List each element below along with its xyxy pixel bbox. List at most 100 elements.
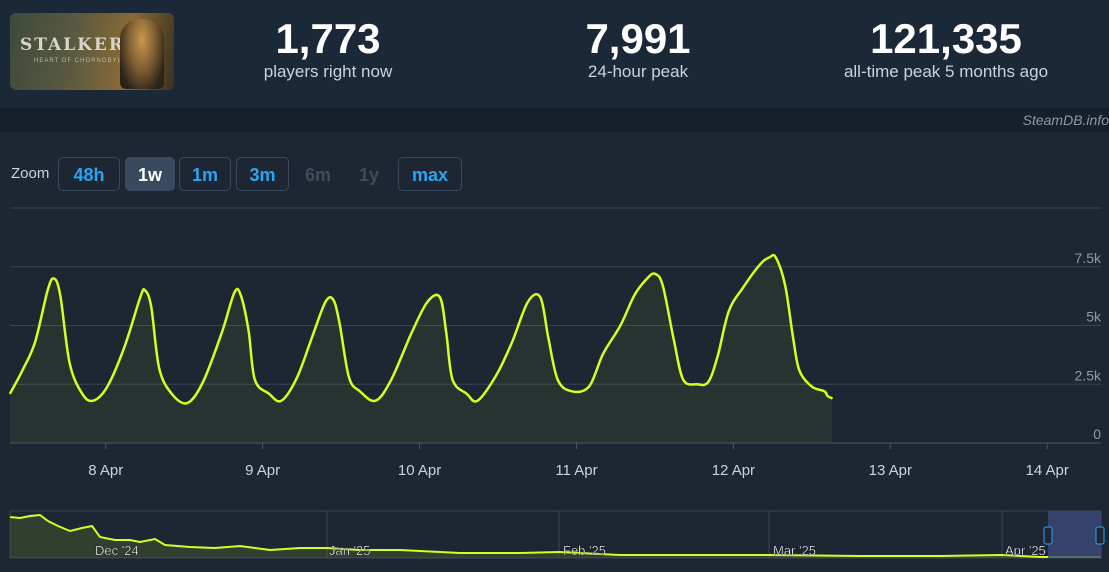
data-point: [662, 284, 664, 287]
data-point: [619, 324, 622, 327]
data-point: [682, 378, 684, 381]
navigator-tick-label: Mar '25: [773, 543, 816, 558]
data-point: [451, 378, 454, 381]
zoom-3m-button[interactable]: 3m: [236, 157, 289, 191]
navigator[interactable]: Dec '24 Jan '25 Feb '25 Mar '25 Apr '25: [9, 510, 1105, 559]
game-cover-image[interactable]: STALKER 2 HEART OF CHORNOBYL: [10, 13, 174, 90]
data-point: [21, 369, 24, 371]
navigator-area: [10, 515, 1101, 558]
data-point: [92, 400, 94, 402]
data-point: [69, 362, 71, 364]
data-point: [34, 341, 36, 343]
stat-value: 7,991: [585, 15, 691, 62]
chart-grid: [10, 207, 1101, 444]
data-point: [221, 331, 223, 334]
data-point: [186, 402, 188, 404]
data-point: [348, 376, 350, 378]
navigator-tick-label: Apr '25: [1005, 543, 1046, 558]
stat-label: players right now: [263, 62, 393, 81]
stat-label: all-time peak 5 months ago: [843, 62, 1049, 81]
data-point: [811, 386, 813, 388]
data-point: [47, 289, 49, 291]
data-point: [390, 378, 392, 381]
data-point: [823, 390, 825, 392]
data-point: [527, 301, 529, 303]
data-point: [9, 393, 11, 395]
data-point: [144, 289, 146, 291]
stat-all-time-peak: 121,335 all-time peak 5 months ago: [816, 16, 1076, 82]
zoom-1m-button[interactable]: 1m: [179, 157, 231, 191]
data-point: [202, 381, 204, 383]
steamdb-credit[interactable]: SteamDB.info: [1022, 112, 1109, 128]
chart-panel: [0, 132, 1109, 572]
data-point: [707, 381, 709, 383]
data-point: [511, 341, 513, 343]
data-point: [150, 306, 152, 308]
data-point: [375, 400, 377, 402]
data-point: [742, 287, 744, 289]
data-point: [831, 397, 833, 399]
navigator-tick-label: Dec '24: [95, 543, 139, 558]
data-point: [59, 294, 61, 296]
data-point: [324, 301, 327, 303]
stat-current-players: 1,773 players right now: [198, 16, 458, 82]
data-point: [717, 355, 719, 357]
y-tick-label: 5k: [1086, 309, 1102, 325]
navigator-selection: [1048, 511, 1101, 558]
x-tick-label: 12 Apr: [712, 462, 755, 479]
data-point: [775, 256, 777, 258]
data-point: [338, 322, 341, 324]
series-area: [10, 254, 833, 443]
data-point: [445, 331, 447, 334]
data-point: [247, 329, 250, 331]
y-axis-ticks: 0 2.5k 5k 7.5k: [1075, 250, 1102, 442]
data-point: [495, 374, 498, 376]
data-point: [233, 292, 235, 294]
data-point: [477, 400, 479, 402]
data-point: [588, 386, 590, 388]
data-point: [296, 376, 298, 378]
data-point: [633, 294, 636, 296]
stat-label: 24-hour peak: [587, 62, 689, 81]
data-point: [826, 395, 829, 397]
data-point: [792, 336, 794, 338]
data-point: [439, 296, 441, 298]
zoom-1y-button: 1y: [358, 165, 380, 185]
stat-24h-peak: 7,991 24-hour peak: [508, 16, 768, 82]
data-point: [53, 277, 55, 280]
data-point: [673, 339, 675, 341]
navigator-handle[interactable]: [1095, 526, 1105, 545]
data-point: [254, 378, 256, 381]
navigator-handle[interactable]: [1043, 526, 1053, 545]
data-point: [466, 393, 468, 395]
data-point: [123, 346, 126, 348]
data-point: [784, 284, 786, 287]
stat-value: 1,773: [275, 15, 381, 62]
zoom-max-button[interactable]: max: [398, 157, 462, 191]
data-point: [798, 369, 800, 371]
data-point: [426, 301, 428, 303]
data-point: [547, 336, 549, 338]
navigator-line: [9, 513, 1101, 558]
x-tick-label: 8 Apr: [88, 462, 123, 479]
divider-strip: [0, 108, 1109, 132]
zoom-48h-button[interactable]: 48h: [58, 157, 120, 191]
data-point: [106, 386, 108, 388]
data-point: [646, 277, 648, 280]
data-point: [539, 296, 541, 298]
x-axis-ticks: 8 Apr 9 Apr 10 Apr 11 Apr 12 Apr 13 Apr 14 Apr: [88, 443, 1069, 479]
x-tick-label: 13 Apr: [869, 462, 912, 479]
navigator-tick-label: Feb '25: [563, 543, 606, 558]
data-point: [332, 299, 334, 301]
data-point: [139, 296, 141, 298]
data-point: [359, 390, 361, 392]
data-point: [240, 294, 242, 296]
data-point: [312, 334, 314, 336]
data-point: [411, 331, 413, 334]
x-tick-label: 11 Apr: [555, 462, 597, 479]
x-tick-label: 9 Apr: [245, 462, 280, 479]
game-logo-subtitle: HEART OF CHORNOBYL: [34, 58, 122, 64]
zoom-label: Zoom: [11, 165, 50, 182]
zoom-1w-button[interactable]: 1w: [125, 157, 175, 191]
